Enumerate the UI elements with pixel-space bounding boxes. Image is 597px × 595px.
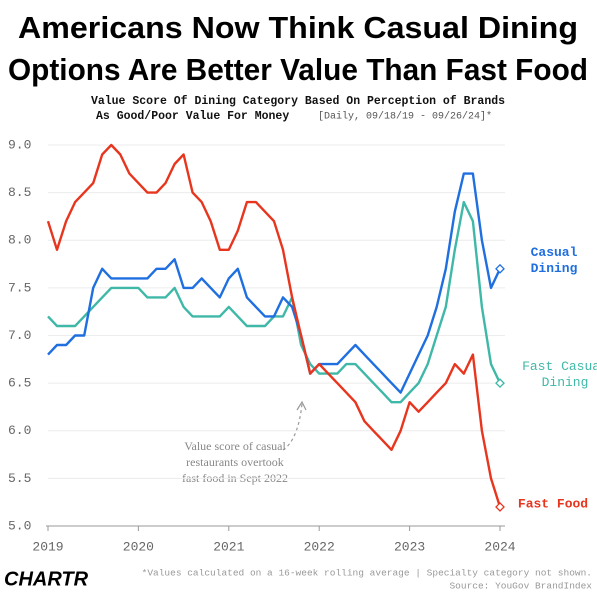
x-tick-label: 2024 — [484, 539, 515, 554]
annotation: Value score of casual — [184, 439, 286, 453]
series-label: Casual Dining — [531, 245, 578, 276]
series-line — [47, 172, 502, 394]
brand-logo: CHARTR — [4, 568, 89, 590]
y-tick-label: 9.0 — [8, 137, 31, 152]
footnote: *Values calculated on a 16-week rolling … — [142, 568, 592, 579]
annotation-arrow — [282, 403, 303, 451]
y-tick-label: 7.0 — [8, 328, 31, 343]
y-tick-label: 7.5 — [8, 280, 31, 295]
annotation: restaurants overtook — [186, 455, 284, 469]
annotation: fast food in Sept 2022 — [182, 471, 288, 485]
x-tick-label: 2022 — [304, 539, 335, 554]
y-tick-label: 8.0 — [8, 233, 31, 248]
y-tick-label: 5.5 — [8, 471, 31, 486]
y-tick-label: 5.0 — [8, 518, 31, 533]
end-marker — [495, 378, 505, 389]
x-tick-label: 2019 — [32, 539, 63, 554]
x-tick-label: 2023 — [394, 539, 425, 554]
y-tick-label: 8.5 — [8, 185, 31, 200]
end-marker — [495, 263, 505, 274]
subtitle: Value Score Of Dining Category Based On … — [91, 95, 505, 108]
chart-title: Americans Now Think Casual Dining — [18, 10, 578, 45]
series-line — [47, 200, 502, 404]
y-tick-label: 6.0 — [8, 423, 31, 438]
y-tick-label: 6.5 — [8, 376, 31, 391]
x-tick-label: 2020 — [123, 539, 154, 554]
annotation-arrowhead — [296, 400, 307, 411]
footnote: Source: YouGov BrandIndex — [449, 581, 592, 592]
x-tick-label: 2021 — [213, 539, 244, 554]
series-line — [46, 143, 502, 508]
subtitle-note: [Daily, 09/18/19 - 09/26/24]* — [318, 111, 492, 123]
subtitle: As Good/Poor Value For Money — [96, 110, 289, 123]
end-marker — [495, 502, 505, 512]
chart-title: Options Are Better Value Than Fast Food — [8, 52, 588, 87]
series-label: Fast Food — [518, 496, 588, 511]
